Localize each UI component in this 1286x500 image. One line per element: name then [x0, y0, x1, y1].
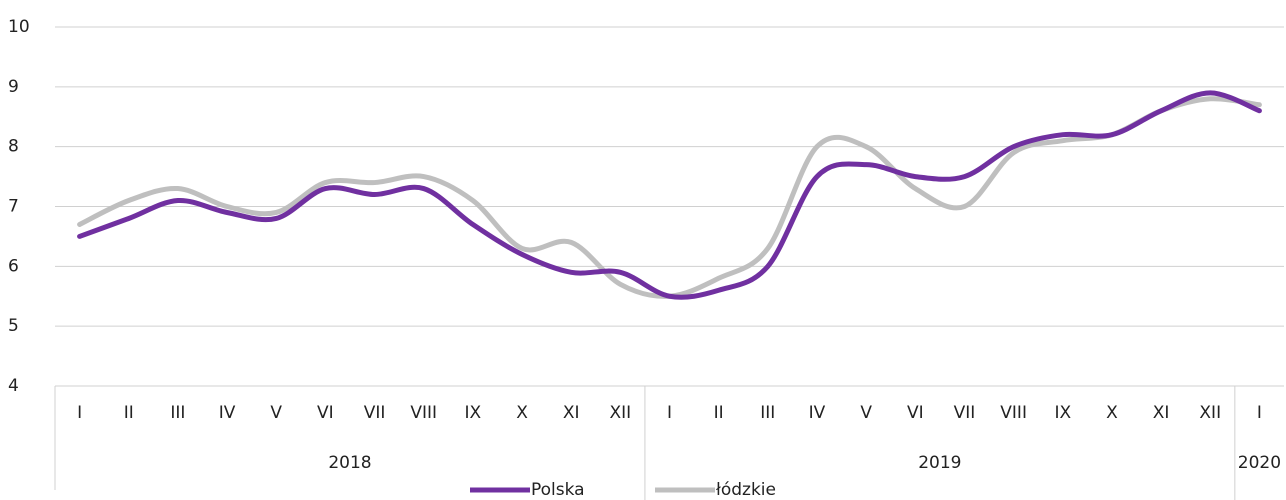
x-tick-label: IV: [219, 403, 236, 423]
x-tick-label: I: [77, 403, 82, 423]
group-label: 2018: [328, 453, 371, 473]
x-tick-label: III: [760, 403, 775, 423]
y-tick-label: 8: [8, 137, 19, 157]
x-tick-label: IX: [465, 403, 482, 423]
legend-label: Polska: [531, 480, 585, 500]
x-tick-label: IX: [1054, 403, 1071, 423]
y-tick-label: 7: [8, 197, 19, 217]
x-tick-label: V: [860, 403, 872, 423]
x-tick-label: II: [714, 403, 724, 423]
y-tick-label: 5: [8, 316, 19, 336]
x-tick-label: VII: [954, 403, 976, 423]
x-tick-label: II: [124, 403, 134, 423]
x-tick-label: X: [516, 403, 528, 423]
x-tick-label: I: [1257, 403, 1262, 423]
x-tick-label: XII: [1199, 403, 1221, 423]
legend-label: łódzkie: [716, 480, 776, 500]
x-tick-label: VIII: [410, 403, 437, 423]
y-tick-label: 10: [8, 17, 30, 37]
y-tick-label: 9: [8, 77, 19, 97]
group-label: 2020: [1238, 453, 1281, 473]
x-tick-label: XII: [609, 403, 631, 423]
x-tick-label: XI: [563, 403, 580, 423]
x-tick-label: VIII: [1000, 403, 1027, 423]
x-tick-label: VI: [907, 403, 924, 423]
x-tick-label: VII: [364, 403, 386, 423]
x-tick-label: V: [270, 403, 282, 423]
y-tick-label: 4: [8, 376, 19, 396]
series-line: [77, 90, 1262, 300]
x-tick-label: III: [170, 403, 185, 423]
x-tick-label: VI: [317, 403, 334, 423]
x-tick-label: XI: [1153, 403, 1170, 423]
x-tick-label: I: [667, 403, 672, 423]
x-tick-label: X: [1106, 403, 1118, 423]
group-label: 2019: [918, 453, 961, 473]
x-tick-label: IV: [809, 403, 826, 423]
y-tick-label: 6: [8, 256, 19, 276]
